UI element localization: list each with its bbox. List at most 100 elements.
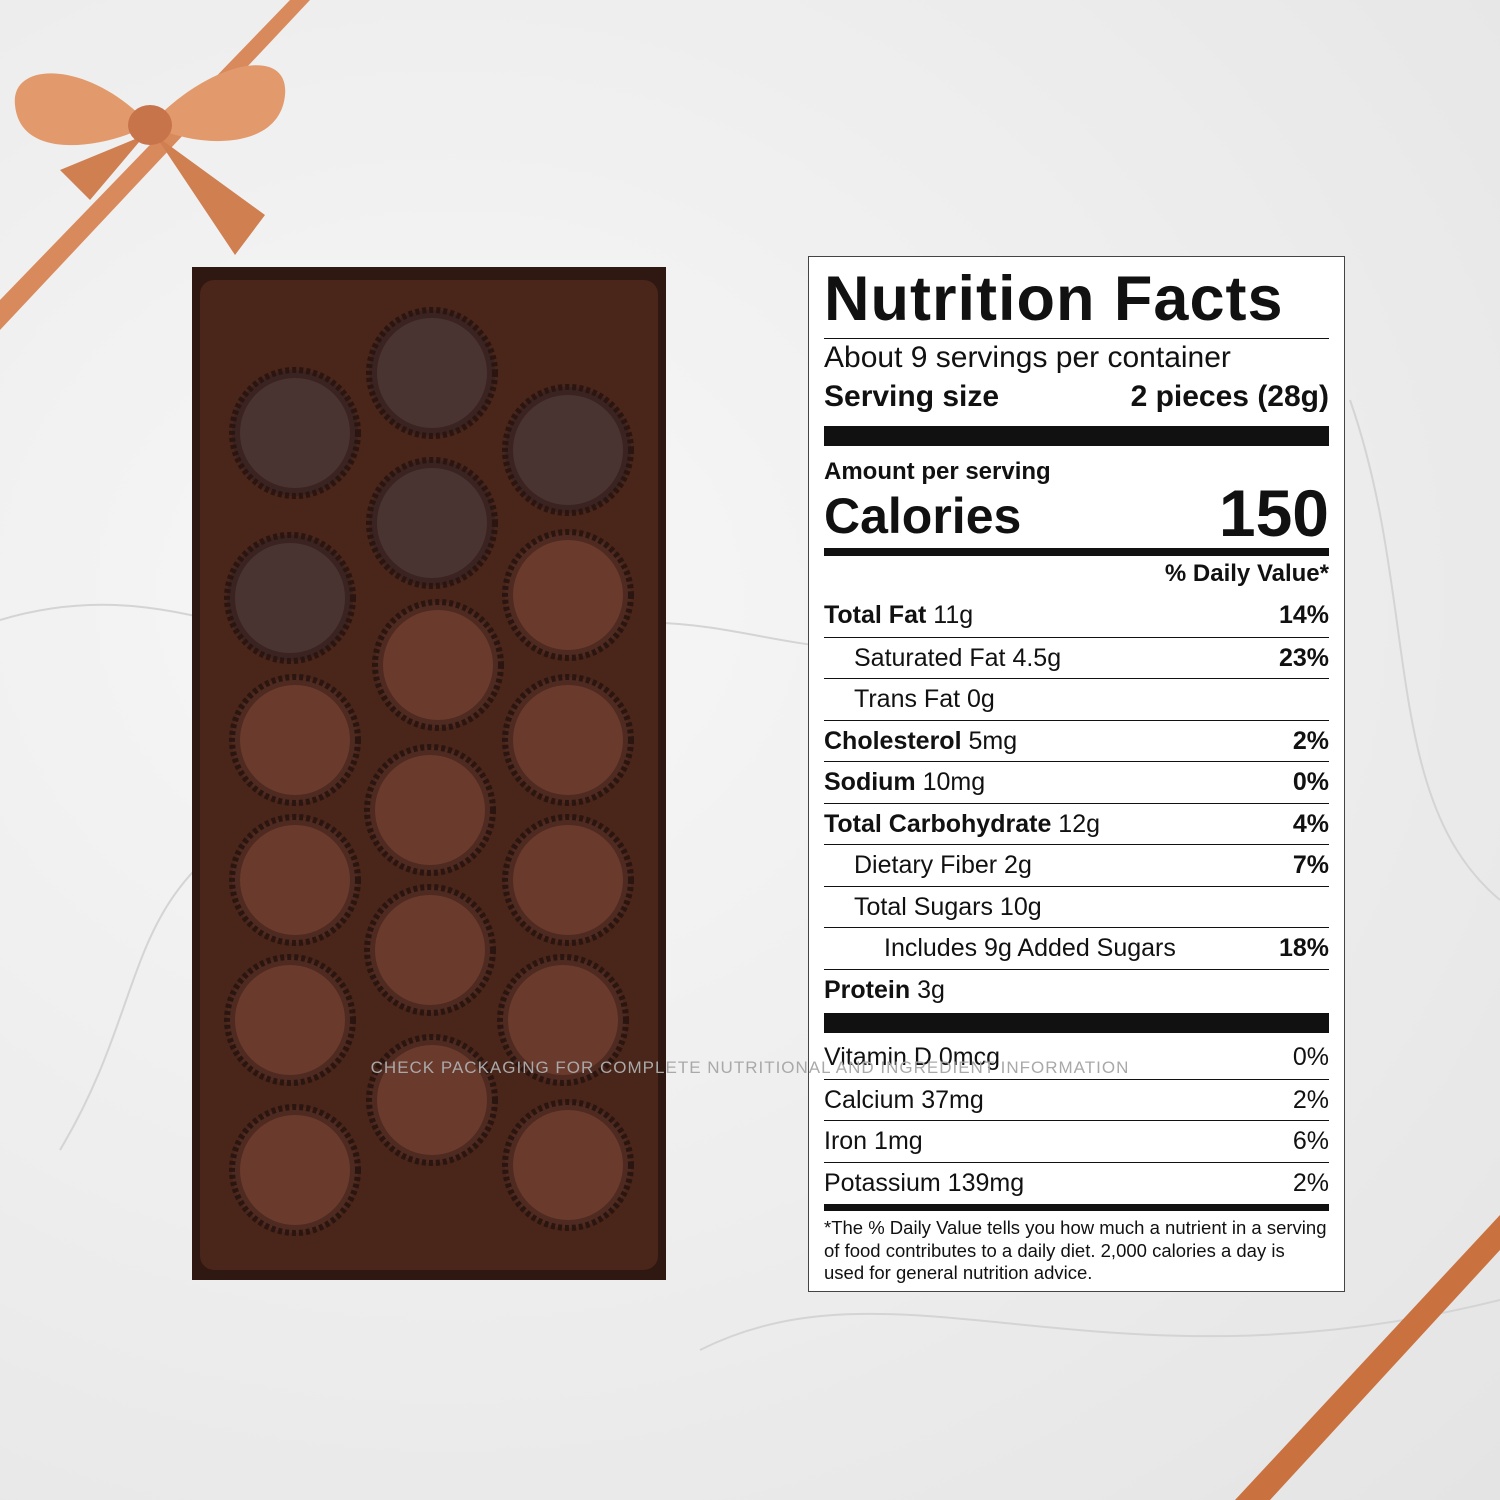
nutrient-text: Calcium 37mg [824, 1086, 984, 1114]
nutrient-row: Cholesterol 5mg 2% [824, 719, 1329, 762]
nutrient-amount: 12g [1058, 809, 1101, 838]
nutrient-name: Potassium [824, 1168, 941, 1197]
nutrient-name: Iron [824, 1127, 868, 1155]
nutrient-name: Total Carbohydrate [824, 809, 1052, 838]
nutrient-name: Saturated Fat [854, 643, 1006, 672]
chocolate [229, 367, 361, 499]
medium-rule [824, 548, 1329, 556]
nutrient-row: Trans Fat 0g [824, 678, 1329, 720]
thick-rule [824, 1013, 1329, 1033]
nutrient-text: Total Carbohydrate 12g [824, 810, 1100, 838]
chocolate [364, 744, 496, 876]
nutrient-dv: 6% [1292, 1127, 1329, 1155]
nutrient-text: Saturated Fat 4.5g [854, 644, 1061, 672]
chocolate [229, 814, 361, 946]
chocolate [229, 674, 361, 806]
nutrient-row: Saturated Fat 4.5g 23% [824, 636, 1329, 679]
chocolate [502, 384, 634, 516]
servings: About 9 servings per container [824, 341, 1231, 374]
chocolates [224, 307, 634, 1236]
nutrient-amount: 0mcg [938, 1043, 1001, 1071]
chocolate [366, 457, 498, 589]
nutrient-row: Dietary Fiber 2g 7% [824, 844, 1329, 886]
chocolate [502, 674, 634, 806]
calories-label: Calories [824, 488, 1022, 544]
vein [1349, 399, 1500, 901]
chocolate [502, 529, 634, 661]
nutrient-dv: 0% [1292, 768, 1329, 796]
footer-note: CHECK PACKAGING FOR COMPLETE NUTRITIONAL… [370, 1058, 1130, 1077]
nutrient-row: Vitamin D 0mcg 0% [824, 1037, 1329, 1079]
nutrient-name: Cholesterol [824, 726, 962, 755]
nutrient-row: Calcium 37mg 2% [824, 1078, 1329, 1121]
chocolate [224, 532, 356, 664]
nutrient-dv: 7% [1292, 851, 1329, 879]
nutrient-text: Total Sugars 10g [854, 893, 1042, 921]
nutrient-text: Iron 1mg [824, 1127, 923, 1155]
nutrient-text: Cholesterol 5mg [824, 727, 1017, 755]
nutrient-dv: 2% [1292, 1085, 1329, 1114]
nutrient-name: Protein [824, 975, 911, 1004]
chocolate [502, 1099, 634, 1231]
daily-value-header: % Daily Value* [1164, 560, 1329, 587]
nutrient-amount: 11g [933, 601, 974, 629]
nutrient-text: Sodium 10mg [824, 768, 985, 796]
nutrient-row: Total Fat 11g 14% [824, 595, 1329, 637]
serving-size-value: 2 pieces (28g) [1130, 380, 1329, 413]
nutrient-row: Total Carbohydrate 12g 4% [824, 802, 1329, 845]
nutrient-row: Protein 3g [824, 968, 1329, 1011]
chocolate [364, 884, 496, 1016]
nutrient-dv: 2% [1292, 726, 1329, 755]
serving-size-label: Serving size [824, 380, 1000, 413]
nutrient-row: Sodium 10mg 0% [824, 761, 1329, 803]
chocolate [224, 954, 356, 1086]
nutrient-amount: 1mg [874, 1127, 923, 1155]
nutrient-dv: 0% [1292, 1043, 1329, 1071]
nutrient-text: Trans Fat 0g [854, 685, 995, 713]
nutrient-dv: 4% [1292, 809, 1329, 838]
nutrient-name: Vitamin D [824, 1043, 932, 1071]
chocolate [372, 599, 504, 731]
nutrient-row: Iron 1mg 6% [824, 1120, 1329, 1162]
chocolate [366, 1034, 498, 1166]
medium-rule [824, 1204, 1329, 1211]
nutrient-name: Trans Fat [854, 685, 961, 713]
ribbon [1235, 1215, 1500, 1500]
nutrition-label: Nutrition Facts About 9 servings per con… [808, 256, 1345, 1292]
chocolate [497, 954, 629, 1086]
nutrient-name: Dietary Fiber [854, 851, 998, 879]
chocolate [502, 814, 634, 946]
nutrient-amount: 2g [1004, 851, 1032, 879]
nutrient-row: Total Sugars 10g [824, 885, 1329, 928]
label-title: Nutrition Facts [824, 264, 1284, 334]
amount-per-serving: Amount per serving [824, 458, 1051, 485]
nutrient-text: Vitamin D 0mcg [824, 1043, 1000, 1071]
nutrient-amount: 139mg [947, 1168, 1025, 1197]
footnote: *The % Daily Value tells you how much a … [824, 1217, 1327, 1283]
nutrient-amount: 0g [967, 685, 995, 713]
nutrient-amount: 10mg [922, 768, 986, 796]
nutrient-dv: 18% [1278, 934, 1329, 962]
chocolate [366, 307, 498, 439]
nutrient-dv: 2% [1292, 1168, 1329, 1197]
nutrient-text: Total Fat 11g [824, 601, 973, 629]
nutrient-text: Includes 9g Added Sugars [884, 934, 1176, 962]
nutrient-dv: 23% [1278, 643, 1329, 672]
rule [824, 338, 1329, 339]
nutrient-amount: 37mg [921, 1085, 984, 1114]
thick-rule [824, 426, 1329, 446]
bow [14, 65, 286, 255]
nutrient-text: Protein 3g [824, 976, 945, 1004]
nutrient-dv: 14% [1278, 601, 1329, 629]
nutrient-name: Total Fat [824, 601, 927, 629]
nutrient-name: Includes 9g Added Sugars [884, 934, 1176, 962]
nutrient-amount: 4.5g [1012, 643, 1062, 672]
nutrient-text: Potassium 139mg [824, 1169, 1024, 1197]
nutrient-text: Dietary Fiber 2g [854, 851, 1032, 879]
calories-value: 150 [1218, 476, 1329, 550]
nutrient-amount: 10g [999, 892, 1042, 921]
nutrient-row: Potassium 139mg 2% [824, 1161, 1329, 1204]
nutrient-name: Sodium [824, 768, 916, 796]
